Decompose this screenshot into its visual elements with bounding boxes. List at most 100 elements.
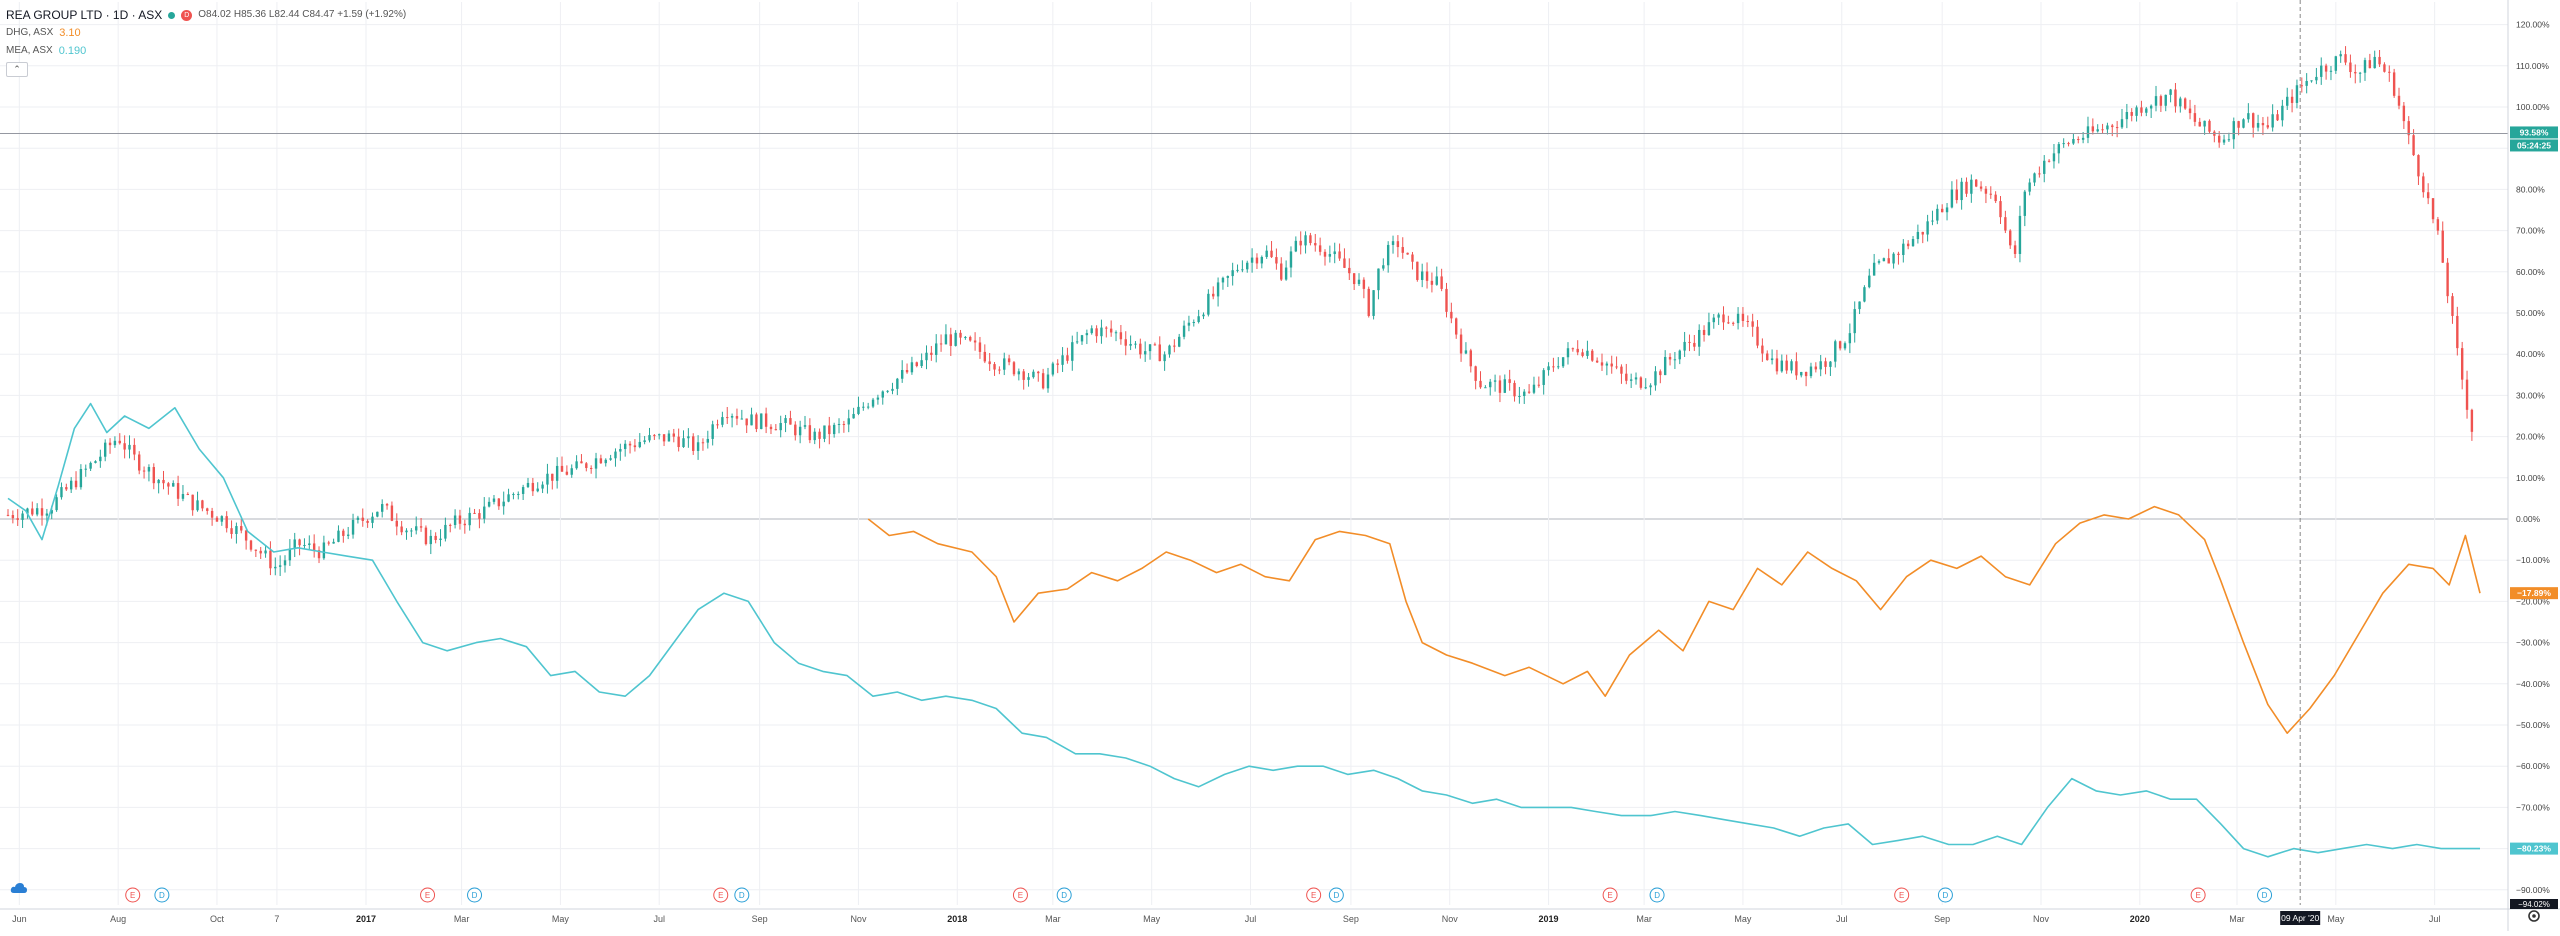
candle-body — [1119, 332, 1123, 340]
candle-body — [594, 458, 598, 469]
candle-body — [201, 500, 204, 509]
dividend-marker[interactable]: D — [1649, 887, 1665, 903]
dividend-marker[interactable]: D — [154, 887, 170, 903]
earnings-marker[interactable]: E — [1894, 887, 1910, 903]
candle-body — [2441, 230, 2444, 263]
candle-body — [798, 426, 802, 436]
x-tick-label: Sep — [1934, 914, 1950, 924]
candle-body — [2149, 105, 2153, 109]
candle-body — [1095, 328, 1098, 337]
dividend-marker[interactable]: D — [467, 887, 483, 903]
legend-compare-row-mea[interactable]: MEA, ASX 0.190 — [6, 42, 406, 60]
candle-body — [1333, 251, 1336, 255]
candle-body — [1892, 253, 1895, 264]
earnings-marker[interactable]: E — [125, 887, 141, 903]
candle-body — [1328, 254, 1332, 257]
candle-body — [371, 516, 374, 523]
candle-body — [692, 436, 695, 451]
event-circle — [125, 887, 141, 903]
x-tick-label: Nov — [2033, 914, 2050, 924]
candle-body — [1975, 179, 1978, 187]
collapse-legend-button[interactable]: ⌃ — [6, 62, 28, 77]
candle-body — [1197, 316, 1200, 323]
candle-body — [1697, 329, 1701, 347]
candle-body — [662, 434, 666, 442]
candle-body — [1226, 276, 1230, 278]
candle-body — [1561, 357, 1565, 367]
dividend-marker[interactable]: D — [1328, 887, 1344, 903]
x-tick-label: Sep — [752, 914, 768, 924]
candle-body — [2339, 54, 2342, 57]
candle-body — [356, 517, 360, 520]
candle-body — [1775, 358, 1779, 372]
candle-body — [2247, 113, 2250, 120]
x-tick-label: 7 — [274, 914, 279, 924]
earnings-marker[interactable]: E — [1012, 887, 1028, 903]
y-tick-label: −30.00% — [2516, 638, 2550, 648]
candle-body — [1940, 208, 1944, 213]
event-circle — [2257, 887, 2273, 903]
candle-body — [1513, 382, 1516, 397]
x-tick-label: Nov — [1442, 914, 1459, 924]
candle-body — [794, 424, 797, 436]
candle-body — [361, 517, 364, 521]
candle-body — [1863, 287, 1866, 302]
candle-body — [2091, 126, 2095, 132]
candle-body — [1770, 358, 1774, 361]
event-label: E — [1311, 891, 1316, 900]
candle-body — [1683, 341, 1686, 351]
legend-compare-row-dhg[interactable]: DHG, ASX 3.10 — [6, 24, 406, 42]
earnings-marker[interactable]: E — [420, 887, 436, 903]
candle-body — [2271, 114, 2274, 128]
earnings-marker[interactable]: E — [713, 887, 729, 903]
candle-body — [2315, 76, 2318, 81]
candle-body — [84, 468, 87, 470]
x-tick-label: Mar — [1636, 914, 1652, 924]
candle-body — [1280, 263, 1283, 280]
candle-body — [789, 418, 792, 425]
candle-body — [1838, 341, 1842, 349]
candle-body — [2169, 89, 2172, 95]
dividend-marker[interactable]: D — [2257, 887, 2273, 903]
event-label: D — [1943, 891, 1949, 900]
dividend-marker[interactable]: D — [1056, 887, 1072, 903]
candle-body — [1250, 257, 1254, 263]
candle-body — [915, 362, 918, 367]
candle-body — [1357, 279, 1361, 285]
cloud-icon[interactable] — [10, 882, 28, 894]
candle-body — [1751, 321, 1754, 327]
candle-body — [1518, 396, 1521, 398]
candle-body — [949, 334, 952, 346]
candle-body — [2004, 217, 2007, 231]
candle-body — [2344, 54, 2347, 63]
candle-body — [1124, 339, 1127, 346]
y-tick-label: 80.00% — [2516, 184, 2545, 194]
candle-body — [1143, 351, 1147, 355]
dhg-value-badge: −17.89% — [2517, 588, 2551, 598]
candle-body — [1620, 366, 1623, 374]
candle-body — [312, 543, 316, 551]
candle-body — [1858, 301, 1861, 310]
legend-compare-symbol[interactable]: MEA, ASX — [6, 45, 53, 56]
candle-body — [2373, 56, 2376, 69]
dividend-marker[interactable]: D — [1937, 887, 1953, 903]
candle-body — [400, 526, 403, 533]
candle-body — [857, 406, 860, 414]
candle-body — [308, 543, 311, 546]
legend-main-row[interactable]: REA GROUP LTD · 1D · ASX D O84.02 H85.36… — [6, 6, 406, 24]
legend-main-symbol[interactable]: REA GROUP LTD · 1D · ASX — [6, 8, 163, 22]
candle-body — [1003, 358, 1006, 370]
earnings-marker[interactable]: E — [1306, 887, 1322, 903]
candle-body — [774, 429, 778, 431]
earnings-marker[interactable]: E — [1602, 887, 1618, 903]
candle-body — [1469, 350, 1472, 367]
candle-body — [2193, 113, 2197, 122]
legend-compare-symbol[interactable]: DHG, ASX — [6, 27, 54, 38]
earnings-marker[interactable]: E — [2190, 887, 2206, 903]
gear-icon[interactable] — [2526, 908, 2542, 924]
candle-body — [332, 541, 335, 544]
dividend-marker[interactable]: D — [734, 887, 750, 903]
candle-body — [1527, 391, 1531, 393]
